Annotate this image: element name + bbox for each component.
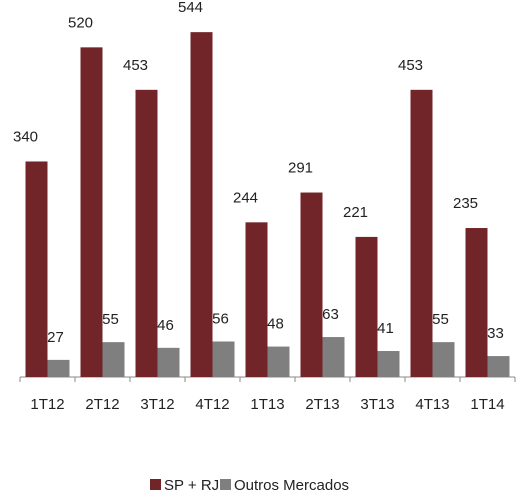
legend-swatch	[220, 479, 231, 490]
data-label: 46	[157, 317, 174, 334]
legend-label: Outros Mercados	[234, 477, 349, 494]
bar	[432, 342, 455, 377]
bar	[465, 228, 488, 377]
bar	[377, 351, 400, 377]
bar	[212, 341, 235, 377]
x-tick-label: 4T13	[415, 396, 449, 413]
legend-swatch	[150, 479, 161, 490]
data-label: 63	[322, 306, 339, 323]
bar	[355, 236, 378, 377]
data-label: 48	[267, 316, 284, 333]
bar	[190, 32, 213, 378]
bar	[322, 337, 345, 377]
data-label: 244	[233, 189, 258, 206]
x-tick-label: 3T13	[360, 396, 394, 413]
data-label: 235	[453, 195, 478, 212]
x-tick-label: 1T14	[470, 396, 504, 413]
data-label: 221	[343, 204, 368, 221]
data-label: 453	[123, 57, 148, 74]
data-label: 453	[398, 57, 423, 74]
bar	[300, 192, 323, 377]
x-tick-label: 1T13	[250, 396, 284, 413]
data-label: 55	[432, 311, 449, 328]
data-label: 27	[47, 329, 64, 346]
bar	[102, 342, 125, 377]
x-tick-label: 2T12	[85, 396, 119, 413]
bar	[80, 47, 103, 377]
data-label: 33	[487, 325, 504, 342]
bar	[487, 356, 510, 377]
bar	[267, 346, 290, 377]
bar	[47, 359, 70, 377]
bar	[245, 222, 268, 377]
legend-label: SP + RJ	[164, 477, 219, 494]
data-label: 55	[102, 311, 119, 328]
data-label: 41	[377, 320, 394, 337]
bar	[410, 89, 433, 378]
data-label: 291	[288, 159, 313, 176]
bar	[135, 89, 158, 378]
data-label: 56	[212, 310, 229, 327]
bar	[157, 347, 180, 377]
x-tick-label: 4T12	[195, 396, 229, 413]
data-label: 520	[68, 14, 93, 31]
x-tick-label: 2T13	[305, 396, 339, 413]
data-label: 544	[178, 0, 203, 16]
data-label: 340	[13, 128, 38, 145]
x-tick-label: 3T12	[140, 396, 174, 413]
x-tick-label: 1T12	[30, 396, 64, 413]
bar	[25, 161, 48, 377]
